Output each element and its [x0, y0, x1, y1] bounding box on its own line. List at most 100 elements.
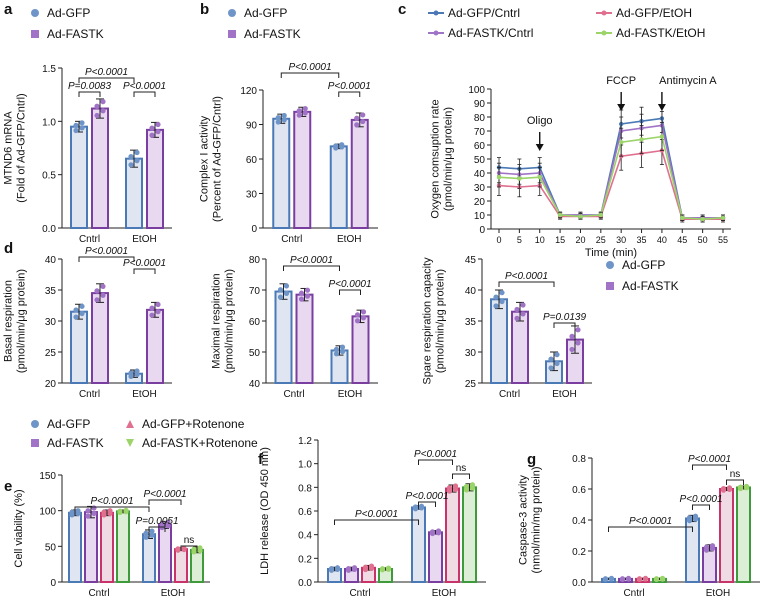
chart-b-point: [354, 115, 360, 121]
chart-f-point: [435, 528, 442, 534]
chart-d1-y-tick-label: 40: [45, 255, 57, 266]
chart-a-y-tick-label: 1.0: [42, 117, 56, 128]
chart-e-point: [117, 508, 123, 514]
chart-a-x-tick-label: Cntrl: [79, 234, 100, 245]
chart-b-x-tick-label: Cntrl: [281, 234, 302, 245]
panel-label-c: c: [398, 1, 406, 18]
chart-e-x-tick-label: EtOH: [161, 588, 185, 599]
chart-d1-point: [149, 312, 155, 318]
chart-g-significance-bracket: [608, 526, 693, 532]
chart-d2-point: [333, 351, 340, 357]
chart-a-point: [134, 158, 140, 164]
chart-b-point: [281, 112, 287, 119]
chart-c-series-line: [498, 149, 723, 220]
chart-f-point: [412, 504, 419, 510]
chart-g-point: [737, 484, 744, 490]
chart-g-point: [686, 515, 693, 521]
chart-f-significance-bracket: [334, 519, 419, 525]
chart-d1-y-tick-label: 30: [45, 317, 57, 328]
chart-a-point: [79, 120, 85, 126]
legend-a-legend-label: Ad-GFP: [47, 6, 90, 20]
chart-g-significance-bracket: [692, 464, 727, 470]
chart-d2-point: [277, 294, 284, 300]
chart-d3-point: [520, 311, 526, 317]
chart-c-event-label: Antimycin A: [659, 75, 717, 87]
chart-d3-point: [569, 333, 575, 339]
chart-a-point: [134, 149, 140, 156]
legend-b-legend-marker: [228, 30, 236, 38]
chart-b-p-value: P<0.0001: [288, 62, 331, 73]
panel-label-e: e: [4, 478, 12, 495]
chart-c-series-line: [498, 135, 724, 221]
chart-c-event-label: FCCP: [606, 75, 636, 87]
chart-c-x-tick-label: 50: [698, 235, 708, 245]
chart-d1-point: [94, 288, 100, 294]
chart-f-y-tick-label: 0.0: [298, 578, 312, 589]
chart-g-y-label: (nmol/min/mg protein): [531, 467, 543, 574]
chart-d2-significance-bracket: [283, 265, 340, 271]
chart-c-x-tick-label: 40: [657, 235, 667, 245]
panel-label-d: d: [4, 240, 13, 257]
chart-c-point: [659, 134, 665, 139]
chart-d2-point: [333, 346, 340, 352]
chart-e-bar-ad-gfp+rotenone: [100, 511, 114, 583]
chart-f-bar-ad-fastk: [428, 531, 443, 583]
chart-d3-y-tick-label: 25: [465, 379, 477, 390]
chart-f-bar-ad-gfp: [411, 506, 426, 584]
chart-d2-y-tick-label: 50: [249, 348, 261, 359]
chart-f-bar-ad-fastk+rotenone: [462, 486, 477, 584]
chart-c-y-tick-label: 30: [474, 183, 486, 194]
chart-e-point: [143, 534, 149, 540]
chart-c-y-tick-label: 70: [474, 127, 486, 138]
chart-e-significance-bracket: [148, 499, 182, 505]
chart-e-y-tick-label: 50: [45, 542, 57, 553]
chart-d3-point: [569, 346, 575, 353]
chart-c-point: [680, 215, 685, 220]
chart-d3-bar-ad-fastk: [511, 310, 529, 385]
chart-c-x-tick-label: 15: [555, 235, 565, 245]
chart-b-y-tick-label: 30: [246, 190, 258, 201]
chart-g-p-value: P<0.0001: [688, 454, 731, 465]
chart-f-y-tick-label: 0.2: [298, 554, 312, 565]
chart-f-point: [351, 565, 358, 571]
chart-g-point: [703, 544, 710, 550]
chart-d2-p-value: P<0.0001: [328, 279, 371, 290]
chart-f-y-tick-label: 0.4: [298, 531, 312, 542]
chart-a-point: [73, 127, 79, 134]
chart-b-point: [339, 142, 345, 148]
chart-d1-significance-bracket: [133, 268, 156, 274]
chart-c-x-tick-label: 30: [616, 235, 626, 245]
chart-a-significance-bracket: [78, 77, 135, 83]
chart-d3-y-label: Spare respiration capacity: [422, 257, 434, 385]
chart-d2-point: [339, 348, 346, 355]
chart-d2-bar-ad-fastk: [351, 315, 370, 385]
chart-g-significance-bracket: [726, 479, 744, 485]
chart-d1-x-tick-label: Cntrl: [79, 389, 100, 400]
chart-d2-x-tick-label: EtOH: [338, 389, 362, 400]
chart-c-x-tick-label: 35: [637, 235, 647, 245]
chart-g-point: [720, 486, 727, 492]
chart-d3-point: [499, 290, 505, 296]
legend-d-legend-label: Ad-GFP: [622, 258, 665, 272]
chart-c-point: [537, 175, 542, 180]
chart-f-significance-bracket: [418, 501, 436, 507]
chart-d3-point: [548, 356, 554, 362]
chart-d3-point: [499, 298, 505, 305]
chart-c-y-tick-label: 20: [474, 197, 486, 208]
chart-d1-point: [73, 314, 79, 320]
chart-a-bar-ad-fastk: [91, 107, 109, 229]
chart-e-significance-bracket: [148, 526, 166, 532]
panel-label-b: b: [200, 1, 209, 18]
chart-b-x-tick-label: EtOH: [337, 234, 361, 245]
chart-e-significance-bracket: [74, 506, 150, 512]
chart-f-point: [345, 565, 352, 572]
chart-e-x-tick-label: Cntrl: [88, 588, 109, 599]
chart-b-point: [354, 122, 360, 128]
chart-e-bar-ad-fastk+rotenone: [116, 510, 130, 584]
chart-d2-p-value: P<0.0001: [290, 255, 333, 266]
chart-c-event-arrow-head: [535, 144, 544, 151]
chart-e-point: [149, 532, 155, 538]
legend-efg-legend-marker: [31, 420, 39, 428]
chart-e-point: [165, 519, 171, 525]
chart-a-point: [79, 125, 85, 131]
